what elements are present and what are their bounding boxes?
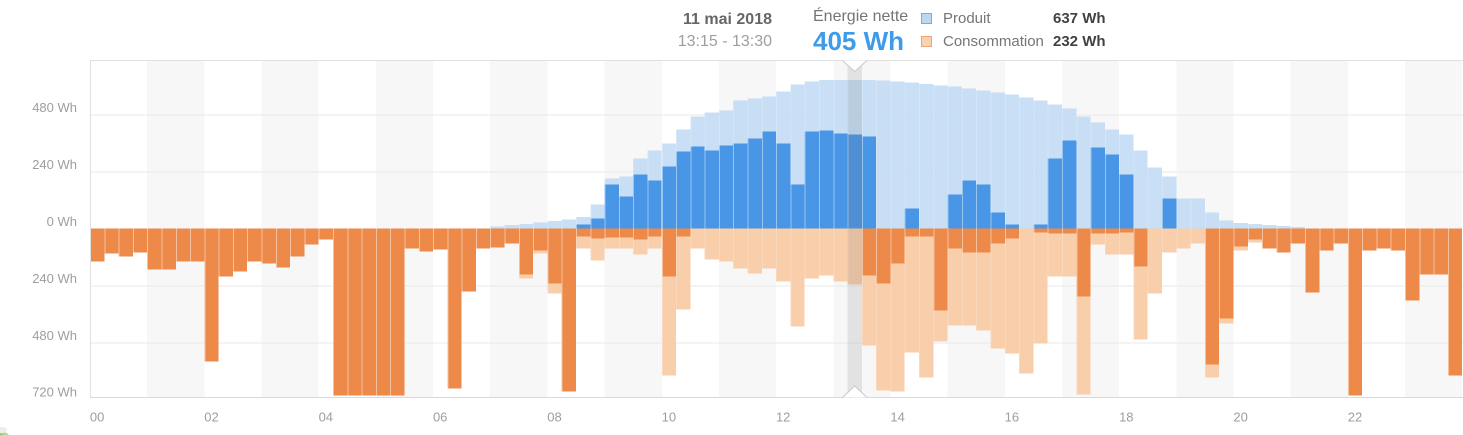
svg-text:240 Wh: 240 Wh	[32, 157, 77, 172]
svg-text:10: 10	[662, 410, 676, 425]
svg-text:480 Wh: 480 Wh	[32, 100, 77, 115]
svg-text:720 Wh: 720 Wh	[32, 385, 77, 400]
svg-text:00: 00	[90, 410, 104, 425]
svg-text:12: 12	[776, 410, 790, 425]
svg-text:04: 04	[319, 410, 333, 425]
svg-text:08: 08	[547, 410, 561, 425]
svg-text:16: 16	[1005, 410, 1019, 425]
svg-text:14: 14	[890, 410, 904, 425]
svg-text:20: 20	[1233, 410, 1247, 425]
svg-text:22: 22	[1348, 410, 1362, 425]
svg-text:480 Wh: 480 Wh	[32, 328, 77, 343]
svg-text:02: 02	[204, 410, 218, 425]
svg-text:240 Wh: 240 Wh	[32, 271, 77, 286]
svg-text:0 Wh: 0 Wh	[47, 214, 77, 229]
svg-text:18: 18	[1119, 410, 1133, 425]
svg-text:06: 06	[433, 410, 447, 425]
